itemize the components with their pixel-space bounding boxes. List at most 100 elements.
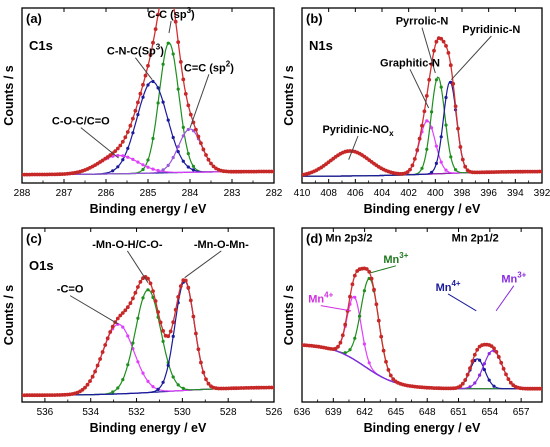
component-point <box>136 316 140 320</box>
plot-frame <box>21 227 275 403</box>
component-point <box>430 170 434 174</box>
component-point <box>492 384 496 388</box>
component-point <box>166 41 170 45</box>
data-point <box>204 153 208 157</box>
peak-annotation: -C=O <box>57 284 84 296</box>
component-curve <box>22 42 274 176</box>
data-point <box>204 377 208 382</box>
data-point <box>176 40 181 44</box>
data-point <box>148 53 153 57</box>
data-point <box>251 169 256 174</box>
data-point <box>166 334 171 339</box>
component-point <box>454 168 458 172</box>
component-point <box>156 387 160 391</box>
data-point <box>206 381 211 386</box>
x-tick-label: 406 <box>347 188 364 199</box>
data-point <box>405 170 410 174</box>
component-point <box>111 169 115 173</box>
data-point <box>25 393 29 398</box>
data-point <box>441 39 446 44</box>
data-point <box>376 318 381 323</box>
data-point <box>176 295 181 299</box>
annotation-arrow <box>184 250 222 279</box>
component-point <box>151 385 155 389</box>
panel-a: 288 287 286 285 284 283 282 Binding energy / eV… <box>2 0 283 216</box>
peak-annotation: C-O-C/C=O <box>52 116 110 128</box>
data-point <box>173 307 178 312</box>
x-tick-label: 288 <box>14 188 31 199</box>
component-point <box>191 164 195 168</box>
data-point <box>171 2 175 6</box>
component-point <box>186 152 190 156</box>
annotation-arrow <box>80 127 119 159</box>
component-point <box>116 386 120 390</box>
component-point <box>141 95 145 99</box>
data-point <box>352 273 357 278</box>
data-point <box>115 146 120 151</box>
data-point <box>159 0 163 3</box>
y-axis-label: Counts / s <box>2 285 16 345</box>
data-point <box>209 161 213 166</box>
data-point <box>463 164 468 169</box>
y-axis-label: Counts / s <box>282 285 296 345</box>
component-point <box>353 336 357 340</box>
data-point <box>146 63 150 68</box>
data-point <box>412 157 417 161</box>
peak-annotation: Graphitic-N <box>380 57 440 69</box>
x-tick-label: 528 <box>220 407 237 418</box>
data-point <box>496 355 501 359</box>
data-point <box>93 369 97 374</box>
component-point <box>161 100 165 104</box>
component-point <box>171 135 175 140</box>
data-point <box>113 149 118 154</box>
data-point <box>506 377 511 381</box>
data-point <box>25 172 29 177</box>
panel-tag: (b) <box>306 11 323 26</box>
component-point <box>121 154 125 158</box>
peak-annotation: Pyrrolic-N <box>396 16 449 28</box>
data-point <box>272 385 274 390</box>
component-point <box>482 368 486 372</box>
annotation-arrow <box>189 74 210 129</box>
panel-tag: (a) <box>26 11 42 26</box>
component-point <box>439 135 443 139</box>
data-point <box>410 163 415 168</box>
data-point <box>37 172 42 177</box>
component-point <box>126 155 130 159</box>
data-point <box>136 285 140 289</box>
data-point <box>168 329 173 334</box>
component-point <box>353 295 357 299</box>
x-tick-label: 394 <box>507 188 524 199</box>
x-tick-label: 530 <box>174 407 191 418</box>
data-point <box>123 135 128 140</box>
component-point <box>136 113 140 117</box>
component-point <box>176 383 180 387</box>
component-point <box>166 363 170 367</box>
panel-tag: (d) <box>306 231 323 246</box>
data-point <box>508 380 513 385</box>
data-point <box>446 51 451 55</box>
component-point <box>348 348 352 352</box>
x-axis-label: Binding energy / eV <box>90 421 207 435</box>
data-point <box>133 290 138 295</box>
peak-annotation: Mn 2p3/2 <box>325 232 372 244</box>
data-point <box>156 310 161 314</box>
x-tick-label: 654 <box>481 407 498 418</box>
component-point <box>151 295 155 299</box>
core-level-label: N1s <box>309 38 333 53</box>
envelope-curve <box>22 8 274 176</box>
peak-annotation: Pyridinic-N <box>462 24 520 36</box>
data-point <box>475 347 480 352</box>
x-tick-label: 402 <box>400 188 417 199</box>
data-point <box>98 357 102 361</box>
data-point <box>417 136 422 141</box>
data-point <box>161 329 166 333</box>
component-point <box>171 52 175 56</box>
component-point <box>362 342 366 346</box>
data-point <box>463 378 468 382</box>
annotation-arrow <box>135 57 153 80</box>
annotation-arrow <box>69 295 119 325</box>
data-point <box>540 169 542 174</box>
x-tick-label: 285 <box>140 188 157 199</box>
